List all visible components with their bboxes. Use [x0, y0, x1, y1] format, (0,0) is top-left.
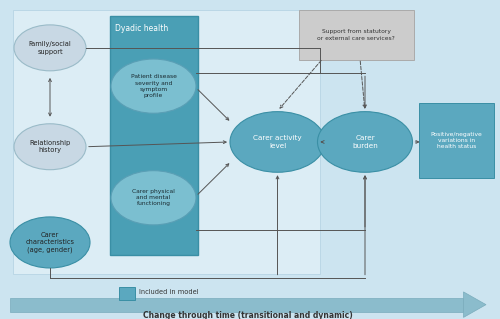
Text: Carer
characteristics
(age, gender): Carer characteristics (age, gender): [26, 232, 74, 253]
Polygon shape: [10, 298, 464, 312]
Text: Included in model: Included in model: [139, 289, 198, 295]
Text: Change through time (transitional and dynamic): Change through time (transitional and dy…: [142, 311, 352, 319]
Text: Relationship
history: Relationship history: [30, 140, 70, 153]
Circle shape: [14, 25, 86, 71]
Text: Positive/negative
variations in
health status: Positive/negative variations in health s…: [430, 132, 482, 149]
Circle shape: [14, 124, 86, 170]
Text: Patient disease
severity and
symptom
profile: Patient disease severity and symptom pro…: [130, 74, 176, 98]
FancyBboxPatch shape: [119, 287, 135, 300]
Circle shape: [111, 59, 196, 113]
FancyBboxPatch shape: [298, 10, 414, 60]
Circle shape: [10, 217, 90, 268]
Text: Carer activity
level: Carer activity level: [253, 135, 302, 149]
Text: Support from statutory
or external care services?: Support from statutory or external care …: [318, 29, 395, 41]
FancyBboxPatch shape: [12, 10, 320, 274]
Text: Carer physical
and mental
functioning: Carer physical and mental functioning: [132, 189, 175, 206]
Text: Dyadic health: Dyadic health: [115, 24, 168, 33]
Text: Family/social
support: Family/social support: [28, 41, 72, 55]
Circle shape: [230, 112, 325, 172]
Circle shape: [111, 171, 196, 225]
Polygon shape: [464, 292, 486, 317]
FancyBboxPatch shape: [110, 16, 198, 255]
FancyBboxPatch shape: [418, 103, 494, 178]
Text: Carer
burden: Carer burden: [352, 135, 378, 149]
Circle shape: [318, 112, 412, 172]
